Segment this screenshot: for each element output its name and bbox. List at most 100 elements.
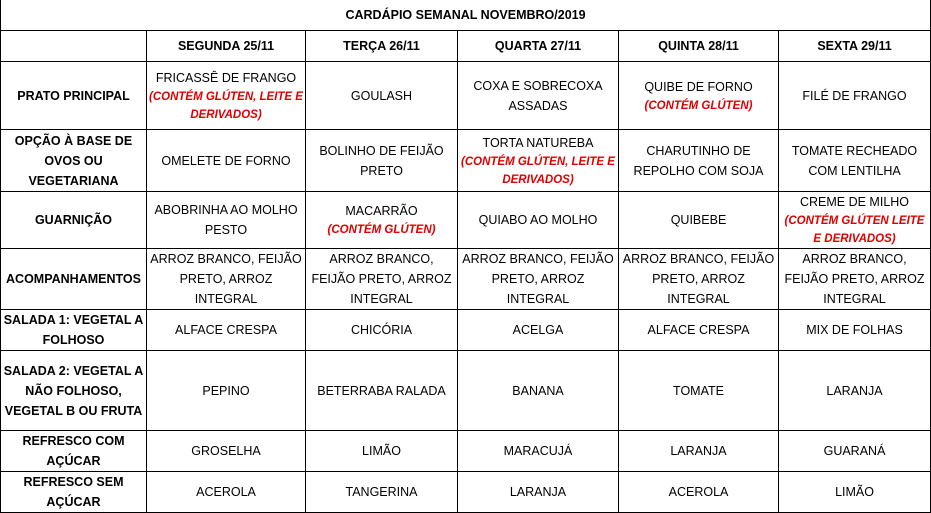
- day-header: QUARTA 27/11: [457, 30, 619, 62]
- menu-row: SALADA 2: VEGETAL A NÃO FOLHOSO, VEGETAL…: [0, 350, 931, 431]
- menu-cell: BANANA: [457, 350, 619, 431]
- day-header: TERÇA 26/11: [305, 30, 458, 62]
- dish-name: QUIABO AO MOLHO: [478, 213, 598, 227]
- allergen-note: (CONTÉM GLÚTEN, LEITE E DERIVADOS): [461, 155, 615, 186]
- dish-name: CHICÓRIA: [350, 323, 413, 337]
- menu-cell: PEPINO: [146, 350, 306, 431]
- menu-cell: TOMATE: [618, 350, 779, 431]
- menu-cell: LIMÃO: [777, 471, 931, 513]
- dish-name: GUARANÁ: [823, 444, 886, 458]
- menu-cell: ACEROLA: [618, 471, 779, 513]
- menu-cell: FRICASSÊ DE FRANGO (CONTÉM GLÚTEN, LEITE …: [146, 61, 306, 130]
- menu-cell: ARROZ BRANCO, FEIJÃO PRETO, ARROZ INTEGR…: [457, 248, 619, 310]
- menu-cell: TANGERINA: [305, 471, 458, 513]
- menu-cell: LARANJA: [618, 430, 779, 472]
- dish-name: PEPINO: [202, 383, 250, 398]
- dish-name: TORTA NATUREBA: [482, 135, 594, 150]
- dish-name: CREME DE MILHO: [799, 195, 910, 209]
- menu-cell: FILÉ DE FRANGO: [777, 61, 931, 130]
- menu-cell: ARROZ BRANCO, FEIJÃO PRETO, ARROZ INTEGR…: [777, 248, 931, 310]
- menu-cell: QUIABO AO MOLHO: [457, 191, 619, 249]
- menu-cell: GROSELHA: [146, 430, 306, 472]
- dish-name: FRICASSÊ DE FRANGO: [155, 70, 297, 85]
- dish-name: MARACUJÁ: [503, 444, 573, 458]
- dish-name: ARROZ BRANCO, FEIJÃO PRETO, ARROZ INTEGR…: [150, 252, 302, 306]
- dish-name: TOMATE: [673, 383, 724, 398]
- allergen-note: (CONTÉM GLÚTEN LEITE E DERIVADOS): [784, 215, 925, 245]
- dish-name: ACEROLA: [196, 485, 256, 499]
- dish-name: ACEROLA: [668, 485, 729, 499]
- menu-cell: OMELETE DE FORNO: [146, 129, 306, 192]
- menu-cell: ARROZ BRANCO, FEIJÃO PRETO, ARROZ INTEGR…: [305, 248, 458, 310]
- menu-cell: ARROZ BRANCO, FEIJÃO PRETO, ARROZ INTEGR…: [146, 248, 306, 310]
- dish-name: ACELGA: [512, 323, 564, 337]
- dish-name: QUIBEBE: [670, 213, 727, 227]
- menu-cell: LIMÃO: [305, 430, 458, 472]
- row-label: SALADA 1: VEGETAL A FOLHOSO: [0, 309, 147, 351]
- day-header: QUINTA 28/11: [618, 30, 779, 62]
- dish-name: LARANJA: [826, 383, 883, 398]
- dish-name: BOLINHO DE FEIJÃO PRETO: [319, 143, 444, 178]
- menu-cell: MARACUJÁ: [457, 430, 619, 472]
- menu-cell: CHICÓRIA: [305, 309, 458, 351]
- dish-name: ARROZ BRANCO, FEIJÃO PRETO, ARROZ INTEGR…: [462, 252, 614, 306]
- menu-cell: GOULASH: [305, 61, 458, 130]
- dish-name: ARROZ BRANCO, FEIJÃO PRETO, ARROZ INTEGR…: [622, 252, 775, 306]
- menu-cell: ARROZ BRANCO, FEIJÃO PRETO, ARROZ INTEGR…: [618, 248, 779, 310]
- menu-cell: QUIBE DE FORNO (CONTÉM GLÚTEN): [618, 61, 779, 130]
- dish-name: TANGERINA: [345, 485, 418, 499]
- menu-cell: ACEROLA: [146, 471, 306, 513]
- row-label: GUARNIÇÃO: [0, 191, 147, 249]
- dish-name: MIX DE FOLHAS: [806, 323, 903, 337]
- dish-name: LIMÃO: [362, 444, 401, 458]
- dish-name: OMELETE DE FORNO: [161, 153, 291, 168]
- menu-cell: GUARANÁ: [777, 430, 931, 472]
- dish-name: LARANJA: [509, 485, 567, 499]
- allergen-note: (CONTÉM GLÚTEN): [327, 224, 436, 236]
- row-label: REFRESCO SEM AÇÚCAR: [0, 471, 147, 513]
- menu-cell: ACELGA: [457, 309, 619, 351]
- menu-row: REFRESCO SEM AÇÚCAR ACEROLA TANGERINA LARAN…: [0, 471, 931, 513]
- menu-cell: TOMATE RECHEADO COM LENTILHA: [777, 129, 931, 192]
- menu-cell: LARANJA: [457, 471, 619, 513]
- dish-name: CHARUTINHO DE REPOLHO COM SOJA: [633, 143, 764, 178]
- menu-cell: ALFACE CRESPA: [618, 309, 779, 351]
- dish-name: ARROZ BRANCO, FEIJÃO PRETO, ARROZ INTEGR…: [784, 252, 925, 306]
- allergen-note: (CONTÉM GLÚTEN, LEITE E DERIVADOS): [149, 90, 303, 121]
- corner-cell: [0, 30, 147, 62]
- dish-name: BANANA: [512, 383, 564, 398]
- dish-name: COXA E SOBRECOXA ASSADAS: [473, 78, 603, 113]
- menu-cell: LARANJA: [777, 350, 931, 431]
- menu-cell: COXA E SOBRECOXA ASSADAS: [457, 61, 619, 130]
- dish-name: GOULASH: [350, 88, 413, 103]
- menu-cell: ABOBRINHA AO MOLHO PESTO: [146, 191, 306, 249]
- row-label: ACOMPANHAMENTOS: [0, 248, 147, 310]
- day-header: SEGUNDA 25/11: [146, 30, 306, 62]
- menu-cell: TORTA NATUREBA (CONTÉM GLÚTEN, LEITE E DE…: [457, 129, 619, 192]
- menu-cell: CREME DE MILHO (CONTÉM GLÚTEN LEITE E DER…: [777, 191, 931, 249]
- row-label: REFRESCO COM AÇÚCAR: [0, 430, 147, 472]
- dish-name: ALFACE CRESPA: [647, 323, 750, 337]
- dish-name: ABOBRINHA AO MOLHO PESTO: [154, 203, 298, 237]
- allergen-note: (CONTÉM GLÚTEN): [644, 99, 753, 112]
- row-label: PRATO PRINCIPAL: [0, 61, 147, 130]
- menu-cell: CHARUTINHO DE REPOLHO COM SOJA: [618, 129, 779, 192]
- dish-name: QUIBE DE FORNO: [644, 79, 753, 94]
- dish-name: LARANJA: [670, 444, 727, 458]
- menu-cell: MIX DE FOLHAS: [777, 309, 931, 351]
- menu-title: CARDÁPIO SEMANAL NOVEMBRO/2019: [0, 0, 931, 31]
- row-label: OPÇÃO À BASE DE OVOS OU VEGETARIANA: [0, 129, 147, 192]
- dish-name: GROSELHA: [191, 444, 261, 458]
- menu-cell: QUIBEBE: [618, 191, 779, 249]
- menu-row: PRATO PRINCIPAL FRICASSÊ DE FRANGO (CONTÉM…: [0, 61, 931, 130]
- menu-row: SALADA 1: VEGETAL A FOLHOSO ALFACE CRESPA…: [0, 309, 931, 351]
- menu-row: OPÇÃO À BASE DE OVOS OU VEGETARIANA OMELE…: [0, 129, 931, 192]
- dish-name: BETERRABA RALADA: [317, 383, 446, 398]
- dish-name: ALFACE CRESPA: [175, 323, 277, 337]
- menu-row: REFRESCO COM AÇÚCAR GROSELHA LIMÃO MARACUJÁ…: [0, 430, 931, 472]
- dish-name: LIMÃO: [835, 485, 874, 499]
- dish-name: FILÉ DE FRANGO: [802, 88, 907, 103]
- menu-cell: ALFACE CRESPA: [146, 309, 306, 351]
- dish-name: TOMATE RECHEADO COM LENTILHA: [791, 143, 918, 178]
